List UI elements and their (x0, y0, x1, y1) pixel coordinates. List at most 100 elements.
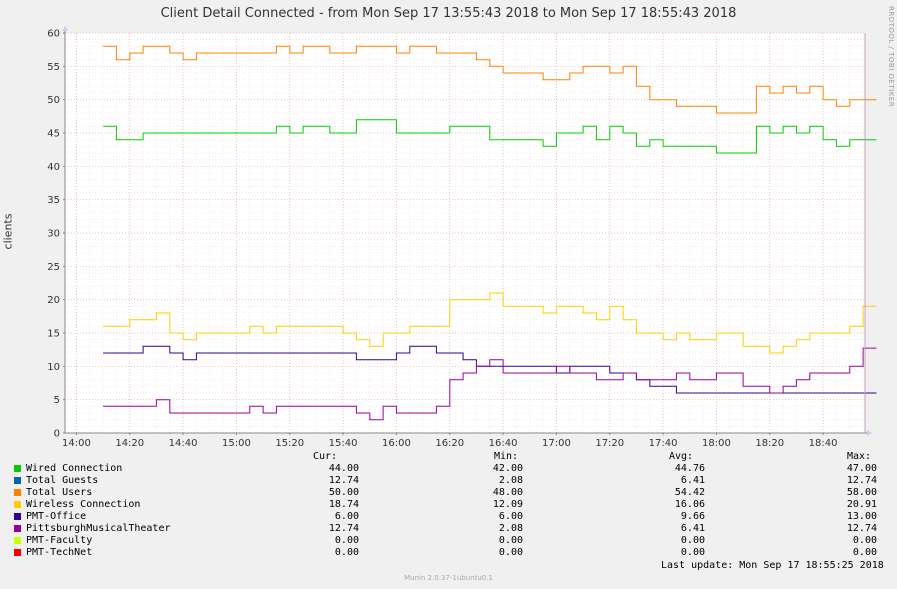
legend-avg-value: 9.66 (680, 511, 705, 522)
legend-cur-value: 6.00 (334, 511, 359, 522)
legend-cur-value: 44.00 (328, 463, 359, 474)
legend-row: Wireless Connection 18.74 12.09 16.06 20.91 (12, 499, 892, 511)
x-tick-label: 16:20 (435, 438, 464, 449)
legend-avg-value: 0.00 (680, 535, 705, 546)
legend-header-row: Cur: Min: Avg: Max: (12, 451, 892, 463)
x-tick-label: 17:40 (649, 438, 678, 449)
legend-header-max: Max: (847, 451, 872, 462)
legend-min-value: 2.08 (498, 475, 523, 486)
legend-max-value: 20.91 (846, 499, 877, 510)
legend-min-value: 0.00 (498, 547, 523, 558)
legend-max-value: 12.74 (846, 523, 877, 534)
legend-row: PittsburghMusicalTheater 12.74 2.08 6.41 12.… (12, 523, 892, 535)
legend-min-value: 0.00 (498, 535, 523, 546)
legend-avg-value: 6.41 (680, 475, 705, 486)
y-tick-label: 25 (47, 262, 60, 273)
legend-row: PMT-Office 6.00 6.00 9.66 13.00 (12, 511, 892, 523)
legend-max-value: 12.74 (846, 475, 877, 486)
legend-series-name: PMT-Office (26, 511, 87, 522)
legend-header-min: Min: (494, 451, 519, 462)
legend-row: PMT-Faculty 0.00 0.00 0.00 0.00 (12, 535, 892, 547)
series-layer (103, 45, 877, 421)
legend-cur-value: 50.00 (328, 487, 359, 498)
legend-max-value: 0.00 (852, 547, 877, 558)
legend-series-name: Wireless Connection (26, 499, 141, 510)
legend-min-value: 42.00 (492, 463, 523, 474)
legend-series-name: PMT-TechNet (26, 547, 93, 558)
legend-swatch (14, 489, 21, 496)
series-line-3 (103, 292, 877, 354)
legend-row: Wired Connection 44.00 42.00 44.76 47.00 (12, 463, 892, 475)
legend-row: Total Users 50.00 48.00 54.42 58.00 (12, 487, 892, 499)
series-line-5 (103, 347, 877, 421)
legend-swatch (14, 513, 21, 520)
chart-canvas: 0 5 10 15 20 25 30 35 40 45 50 55 60 14:00 14:20 14:40 1… (47, 26, 877, 449)
legend-min-value: 48.00 (492, 487, 523, 498)
y-tick-label: 55 (47, 62, 60, 73)
rrdtool-credit: RRDTOOL / TOBI OETIKER (887, 6, 895, 108)
legend-avg-value: 16.06 (674, 499, 705, 510)
series-line-0 (103, 119, 877, 154)
legend-swatch (14, 501, 21, 508)
x-tick-label: 18:00 (702, 438, 731, 449)
legend-avg-value: 6.41 (680, 523, 705, 534)
legend-cur-value: 18.74 (328, 499, 359, 510)
y-tick-label: 60 (47, 29, 60, 40)
legend-max-value: 13.00 (846, 511, 877, 522)
x-tick-label: 17:00 (542, 438, 571, 449)
legend-cur-value: 12.74 (328, 523, 359, 534)
legend-header-cur: Cur: (313, 451, 338, 462)
legend-swatch (14, 549, 21, 556)
legend-min-value: 12.09 (492, 499, 523, 510)
legend-avg-value: 54.42 (674, 487, 705, 498)
y-tick-label: 10 (47, 362, 60, 373)
series-line-4 (103, 345, 877, 394)
x-tick-label: 17:20 (595, 438, 624, 449)
y-tick-label: 40 (47, 162, 60, 173)
y-tick-label: 5 (54, 395, 60, 406)
legend-min-value: 6.00 (498, 511, 523, 522)
chart-title: Client Detail Connected - from Mon Sep 1… (160, 6, 737, 21)
y-tick-label: 20 (47, 295, 60, 306)
legend-series-name: Wired Connection (26, 463, 123, 474)
x-tick-label: 14:20 (115, 438, 144, 449)
axes: 0 5 10 15 20 25 30 35 40 45 50 55 60 14:00 14:20 14:40 1… (47, 26, 872, 449)
legend-max-value: 0.00 (852, 535, 877, 546)
x-tick-label: 18:20 (755, 438, 784, 449)
legend-header-avg: Avg: (669, 451, 694, 462)
legend-avg-value: 0.00 (680, 547, 705, 558)
legend-max-value: 58.00 (846, 487, 877, 498)
series-line-2 (103, 45, 877, 114)
y-tick-label: 50 (47, 95, 60, 106)
y-axis-arrow (62, 26, 68, 31)
legend-swatch (14, 525, 21, 532)
legend-series-name: PittsburghMusicalTheater (26, 523, 171, 534)
x-tick-label: 15:20 (275, 438, 304, 449)
y-tick-label: 30 (47, 229, 60, 240)
legend-swatch (14, 477, 21, 484)
y-tick-label: 0 (54, 429, 60, 440)
legend-cur-value: 0.00 (334, 535, 359, 546)
legend-min-value: 2.08 (498, 523, 523, 534)
legend-row: PMT-TechNet 0.00 0.00 0.00 0.00 (12, 547, 892, 559)
legend-cur-value: 12.74 (328, 475, 359, 486)
x-tick-label: 14:00 (62, 438, 91, 449)
legend-series-name: Total Users (26, 487, 93, 498)
legend-series-name: PMT-Faculty (26, 535, 93, 546)
y-tick-label: 15 (47, 329, 60, 340)
legend-series-name: Total Guests (26, 475, 99, 486)
last-update: Last update: Mon Sep 17 18:55:25 2018 (661, 560, 884, 571)
x-tick-label: 16:40 (489, 438, 518, 449)
legend-swatch (14, 537, 21, 544)
x-tick-label: 15:00 (222, 438, 251, 449)
x-tick-label: 18:40 (809, 438, 838, 449)
y-tick-label: 35 (47, 195, 60, 206)
legend-row: Total Guests 12.74 2.08 6.41 12.74 (12, 475, 892, 487)
legend-max-value: 47.00 (846, 463, 877, 474)
x-tick-label: 15:40 (329, 438, 358, 449)
munin-version: Munin 2.0.37-1ubuntu0.1 (404, 574, 493, 582)
x-axis-arrow (867, 430, 872, 436)
legend-cur-value: 0.00 (334, 547, 359, 558)
y-tick-label: 45 (47, 129, 60, 140)
x-tick-label: 16:00 (382, 438, 411, 449)
